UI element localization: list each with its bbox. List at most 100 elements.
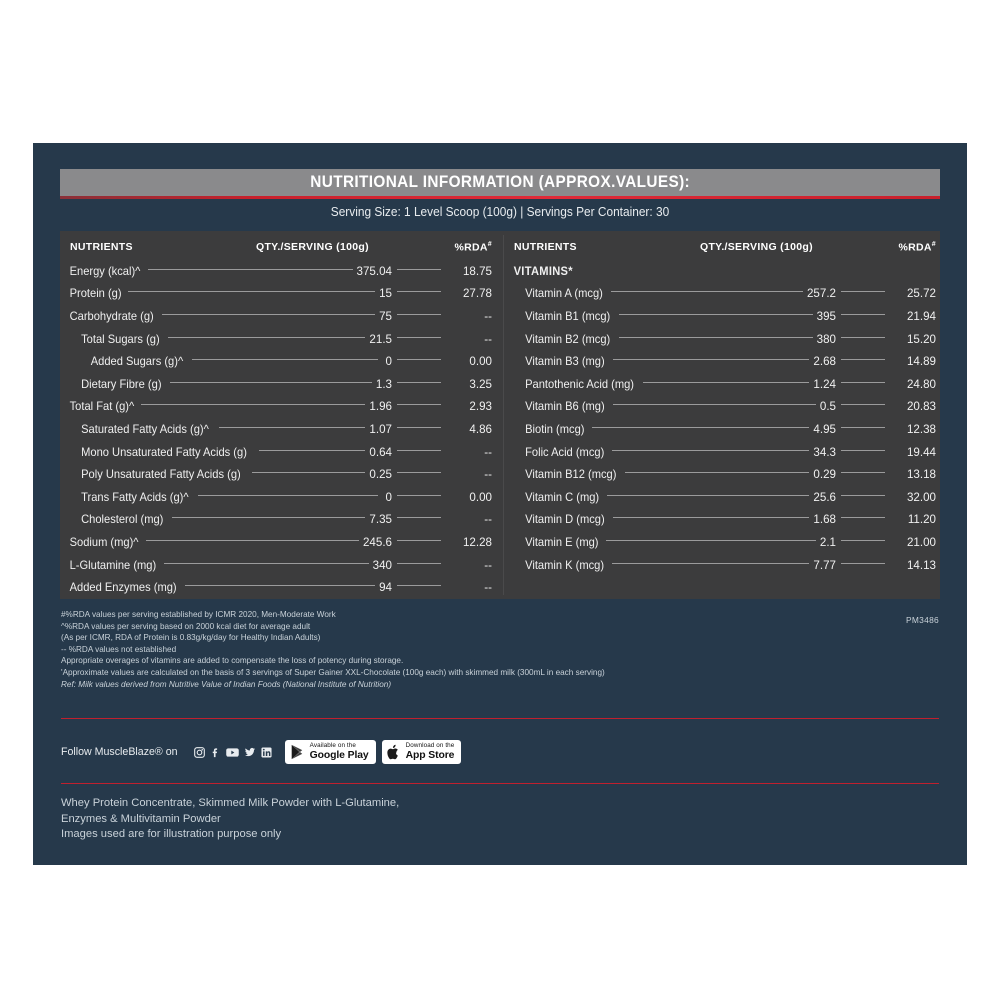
leader-line-secondary — [397, 539, 441, 541]
nutrient-rda: -- — [484, 445, 492, 459]
nutrient-rda: 18.75 — [462, 264, 492, 278]
nutrient-row: Vitamin B1 (mcg) 395 21.94 — [504, 305, 944, 328]
nutrient-qty: 0.29 — [813, 468, 836, 482]
batch-code: PM3486 — [906, 615, 939, 625]
nutrient-row: Dietary Fibre (g) 1.3 3.25 — [60, 373, 500, 396]
leader-line — [197, 494, 378, 496]
nutrient-qty: 4.95 — [813, 422, 836, 436]
nutrient-row: Vitamin D (mcg) 1.68 11.20 — [504, 509, 944, 532]
nutrient-rda: 12.38 — [906, 422, 936, 436]
nutrient-rda: 19.44 — [906, 445, 936, 459]
follow-row: Follow MuscleBlaze® on — [61, 736, 462, 768]
header-rda: %RDA# — [898, 241, 936, 254]
follow-label: Follow MuscleBlaze® on — [61, 746, 178, 758]
google-play-badge[interactable]: Available on the Google Play — [284, 740, 376, 764]
leader-line — [171, 517, 366, 519]
leader-line — [141, 404, 366, 406]
leader-line — [610, 291, 803, 293]
leader-line — [618, 313, 813, 315]
nutrient-label: Carbohydrate (g) — [69, 309, 154, 323]
nutrient-qty: 75 — [379, 309, 392, 323]
footnote-line: ^%RDA values per serving based on 2000 k… — [61, 621, 311, 631]
nutritional-information-header: NUTRITIONAL INFORMATION (APPROX.VALUES): — [60, 169, 940, 196]
leader-line-secondary — [841, 313, 885, 315]
leader-line-secondary — [841, 404, 885, 406]
nutrient-rda: 3.25 — [469, 377, 492, 391]
header-nutrients: NUTRIENTS — [514, 241, 577, 253]
nutrient-row: Vitamin B6 (mg) 0.5 20.83 — [504, 396, 944, 419]
leader-line — [606, 539, 816, 541]
leader-line — [612, 404, 816, 406]
leader-line-secondary — [397, 359, 441, 361]
leader-line — [618, 336, 813, 338]
nutrient-rda: -- — [484, 332, 492, 346]
nutrition-table: NUTRIENTS QTY./SERVING (100g) %RDA# Ener… — [60, 231, 940, 599]
leader-line — [252, 472, 366, 474]
header-nutrients: NUTRIENTS — [70, 241, 133, 253]
nutrient-label: Biotin (mcg) — [525, 422, 585, 436]
nutrient-qty: 0 — [385, 355, 392, 369]
instagram-icon[interactable] — [193, 746, 205, 758]
footnote-line: #%RDA values per serving established by … — [61, 610, 336, 619]
leader-line — [612, 562, 810, 564]
column-divider — [503, 235, 504, 595]
app-store-badge[interactable]: Download on the App Store — [381, 740, 462, 764]
nutrient-rda: 24.80 — [906, 377, 936, 391]
leader-line-secondary — [841, 336, 885, 338]
leader-line-secondary — [397, 313, 441, 315]
nutrient-rda: 20.83 — [906, 400, 936, 414]
nutrient-rda: -- — [484, 558, 492, 572]
nutrient-label: Energy (kcal)^ — [69, 264, 141, 278]
app-badges: Available on the Google Play Download on… — [284, 740, 462, 764]
nutrient-rda: 0.00 — [469, 490, 492, 504]
header-qty-serving: QTY./SERVING (100g) — [700, 241, 813, 253]
header-red-underline — [60, 196, 940, 199]
nutrient-qty: 1.3 — [375, 377, 392, 391]
nutrient-row: Vitamin A (mcg) 257.2 25.72 — [504, 283, 944, 306]
nutrient-label: Vitamin B2 (mcg) — [525, 332, 611, 346]
ingredient-line: Whey Protein Concentrate, Skimmed Milk P… — [61, 797, 400, 809]
nutrient-qty: 7.35 — [369, 513, 392, 527]
header-rda: %RDA# — [454, 241, 492, 254]
leader-line-secondary — [397, 517, 441, 519]
youtube-icon[interactable] — [225, 747, 239, 758]
divider-red-top — [61, 718, 939, 720]
nutrient-qty: 15 — [379, 287, 392, 301]
nutrient-row: Saturated Fatty Acids (g)^ 1.07 4.86 — [60, 418, 500, 441]
nutrient-label: Vitamin B3 (mg) — [525, 355, 605, 369]
leader-line — [612, 449, 810, 451]
leader-line — [164, 562, 369, 564]
facebook-icon[interactable] — [210, 747, 221, 758]
nutrient-qty: 34.3 — [813, 445, 836, 459]
footnote-line: Appropriate overages of vitamins are add… — [61, 656, 404, 666]
leader-line-secondary — [841, 517, 885, 519]
nutrient-label: Vitamin A (mcg) — [525, 287, 603, 301]
nutrient-row: Vitamin K (mcg) 7.77 14.13 — [504, 554, 944, 577]
nutrient-rda: 27.78 — [462, 287, 492, 301]
nutrition-column-left: NUTRIENTS QTY./SERVING (100g) %RDA# Ener… — [60, 231, 500, 599]
nutrient-section-header: VITAMINS* — [504, 260, 944, 283]
nutrient-rda: -- — [484, 513, 492, 527]
apple-icon — [386, 744, 401, 760]
nutrient-row: Added Sugars (g)^ 0 0.00 — [60, 350, 500, 373]
footnotes-block: #%RDA values per serving established by … — [61, 609, 761, 690]
leader-line-secondary — [397, 336, 441, 338]
nutrient-label: VITAMINS* — [513, 264, 573, 278]
nutrient-rows-right: VITAMINS* Vitamin A (mcg) 257.2 25.72 Vitami… — [504, 260, 944, 576]
nutrient-label: Vitamin B12 (mcg) — [525, 468, 617, 482]
nutrient-rda: 21.94 — [906, 309, 936, 323]
nutrient-qty: 7.77 — [813, 558, 836, 572]
leader-line-secondary — [397, 404, 441, 406]
nutrient-qty: 375.04 — [356, 264, 392, 278]
linkedin-icon[interactable] — [261, 746, 272, 758]
nutrient-qty: 1.07 — [369, 422, 392, 436]
nutrient-row: Poly Unsaturated Fatty Acids (g) 0.25 -- — [60, 463, 500, 486]
twitter-icon[interactable] — [244, 747, 256, 758]
nutrient-row: Mono Unsaturated Fatty Acids (g) 0.64 -- — [60, 441, 500, 464]
serving-size-line: Serving Size: 1 Level Scoop (100g) | Ser… — [330, 205, 670, 219]
nutrient-label: L-Glutamine (mg) — [69, 558, 157, 572]
nutrient-row: Carbohydrate (g) 75 -- — [60, 305, 500, 328]
divider-red-bottom — [61, 783, 939, 785]
nutrient-row: L-Glutamine (mg) 340 -- — [60, 554, 500, 577]
